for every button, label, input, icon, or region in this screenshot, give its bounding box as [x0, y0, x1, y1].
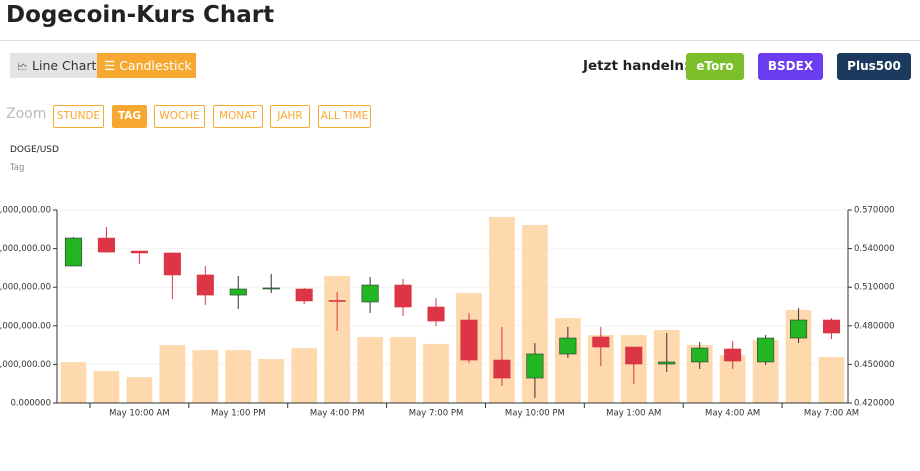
zoom-button[interactable]: ALL TIME [318, 105, 371, 128]
candle-body [361, 284, 379, 303]
volume-bar [686, 345, 713, 403]
chart-title: DOGE/USD [10, 145, 59, 155]
volume-bar [291, 348, 318, 403]
x-tick-label: May 10:00 PM [505, 409, 565, 419]
zoom-button[interactable]: MONAT [213, 105, 263, 128]
candle-body [262, 287, 280, 290]
chart-subtitle: Tag [10, 163, 25, 173]
button-label: Line Chart [32, 58, 97, 73]
volume-bar [126, 377, 153, 403]
candle-body [625, 346, 643, 365]
candle-body [196, 274, 214, 296]
volume-bar [620, 335, 647, 403]
volume-bar [456, 292, 482, 403]
candle-body [592, 336, 610, 348]
zoom-button[interactable]: WOCHE [154, 105, 205, 128]
volume-bar [423, 343, 449, 403]
x-tick-label: May 7:00 PM [409, 409, 464, 419]
candle-body [658, 361, 676, 365]
zoom-button[interactable]: TAG [112, 105, 147, 128]
x-tick-label: May 1:00 AM [606, 409, 661, 419]
candle-body [822, 319, 841, 334]
y2-tick-label: 0.540000 [854, 244, 895, 254]
volume-bar [653, 330, 680, 403]
x-tick-label: May 10:00 AM [109, 409, 170, 419]
line-chart-button[interactable]: 🗠 Line Chart [10, 53, 97, 78]
y2-tick-label: 0.570000 [854, 206, 895, 216]
broker-button[interactable]: Plus500 [837, 53, 911, 80]
zoom-label: Zoom [6, 106, 47, 122]
volume-bar [258, 358, 285, 403]
candle-body [790, 319, 808, 339]
y2-tick-label: 0.420000 [854, 399, 895, 409]
zoom-button[interactable]: JAHR [270, 105, 310, 128]
volume-bar [159, 345, 186, 403]
y-tick-label: ,000,000.00 [0, 283, 51, 293]
volume-bar [357, 336, 383, 403]
zoom-button[interactable]: STUNDE [53, 105, 104, 128]
divider [0, 40, 920, 41]
trade-label: Jetzt handeln: [583, 58, 690, 74]
candle-body [757, 337, 775, 363]
x-tick-label: May 4:00 AM [705, 409, 760, 419]
volume-bar [555, 318, 581, 403]
candle-body [295, 288, 313, 302]
y-tick-label: 0.000000 [10, 399, 51, 409]
x-tick-label: May 7:00 AM [804, 409, 859, 419]
volume-bar [719, 355, 746, 403]
candle-body [526, 353, 544, 379]
y-tick-label: ,000,000.00 [0, 321, 51, 331]
volume-bar [752, 340, 779, 403]
x-tick-label: May 1:00 PM [211, 409, 266, 419]
volume-bar [489, 216, 515, 403]
y2-tick-label: 0.510000 [854, 283, 895, 293]
volume-bar [225, 350, 252, 403]
x-tick-label: May 4:00 PM [310, 409, 365, 419]
volume-bar [587, 335, 614, 403]
volume-bar [785, 309, 812, 403]
y-tick-label: ,000,000.00 [0, 244, 51, 254]
volume-bar [324, 276, 350, 403]
candle-body [64, 237, 83, 267]
candle-body [328, 300, 346, 302]
page-title: Dogecoin-Kurs Chart [6, 2, 275, 28]
candle-body [229, 288, 247, 296]
y2-tick-label: 0.450000 [854, 360, 895, 370]
candle-body [559, 337, 577, 355]
candle-body [427, 306, 445, 322]
candle-body [691, 347, 709, 363]
y-tick-label: ,000,000.00 [0, 206, 51, 216]
volume-bar [93, 370, 120, 403]
broker-button[interactable]: BSDEX [758, 53, 823, 80]
candle-body [724, 348, 742, 362]
volume-bar [192, 350, 219, 403]
candle-body [97, 237, 115, 253]
candle-body [394, 284, 412, 308]
candle-body [130, 250, 148, 254]
broker-button[interactable]: eToro [686, 53, 744, 80]
volume-bar [390, 336, 416, 403]
y-tick-label: ,000,000.00 [0, 360, 51, 370]
candle-body [460, 319, 478, 361]
candle-body [163, 252, 181, 276]
volume-bar [818, 357, 845, 403]
candle-body [493, 359, 511, 379]
y2-tick-label: 0.480000 [854, 321, 895, 331]
candlestick-button[interactable]: ☰ Candlestick [97, 53, 196, 78]
volume-bar [522, 225, 548, 403]
button-label: Candlestick [119, 58, 192, 73]
volume-bar [60, 362, 87, 403]
